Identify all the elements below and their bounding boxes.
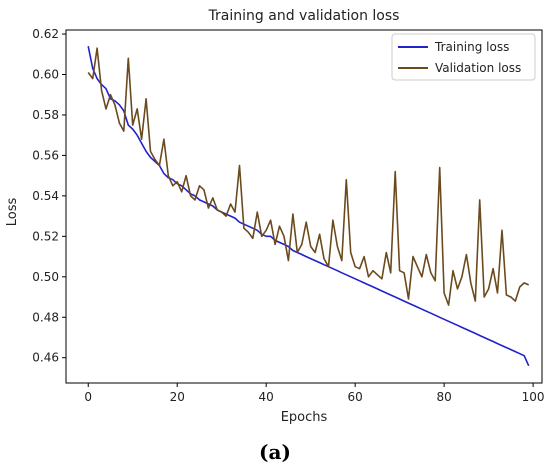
y-tick-label: 0.56	[32, 148, 59, 162]
series-layer	[87, 46, 530, 367]
training-loss-legend-label: Training loss	[434, 40, 509, 54]
validation-loss-line	[87, 47, 530, 306]
y-tick-label: 0.58	[32, 108, 59, 122]
plot-frame	[65, 29, 543, 384]
x-axis-label: Epochs	[281, 410, 328, 425]
validation-loss-legend-label: Validation loss	[435, 61, 521, 75]
y-axis-ticks: 0.46 0.48 0.50 0.52 0.54 0.56 0.58 0.60 0.62	[32, 27, 66, 365]
y-axis-label: Loss	[5, 198, 20, 227]
y-tick-label: 0.48	[32, 310, 59, 324]
y-tick-label: 0.54	[32, 189, 59, 203]
x-axis-ticks: 0 20 40 60 80 100	[84, 383, 545, 404]
x-tick-label: 100	[522, 390, 545, 404]
x-tick-label: 0	[84, 390, 92, 404]
legend: Training loss Validation loss	[391, 33, 536, 81]
y-tick-label: 0.62	[32, 27, 59, 41]
x-tick-label: 80	[436, 390, 451, 404]
y-tick-label: 0.60	[32, 68, 59, 82]
loss-chart: Training and validation loss 0.46 0.48 0.5…	[5, 8, 545, 425]
x-tick-label: 20	[170, 390, 185, 404]
y-tick-label: 0.46	[32, 351, 59, 365]
chart-title: Training and validation loss	[208, 8, 400, 24]
y-tick-label: 0.52	[32, 229, 59, 243]
figure-caption: (a)	[259, 440, 291, 464]
x-tick-label: 60	[348, 390, 363, 404]
y-tick-label: 0.50	[32, 270, 59, 284]
training-loss-line	[87, 46, 530, 367]
x-tick-label: 40	[259, 390, 274, 404]
